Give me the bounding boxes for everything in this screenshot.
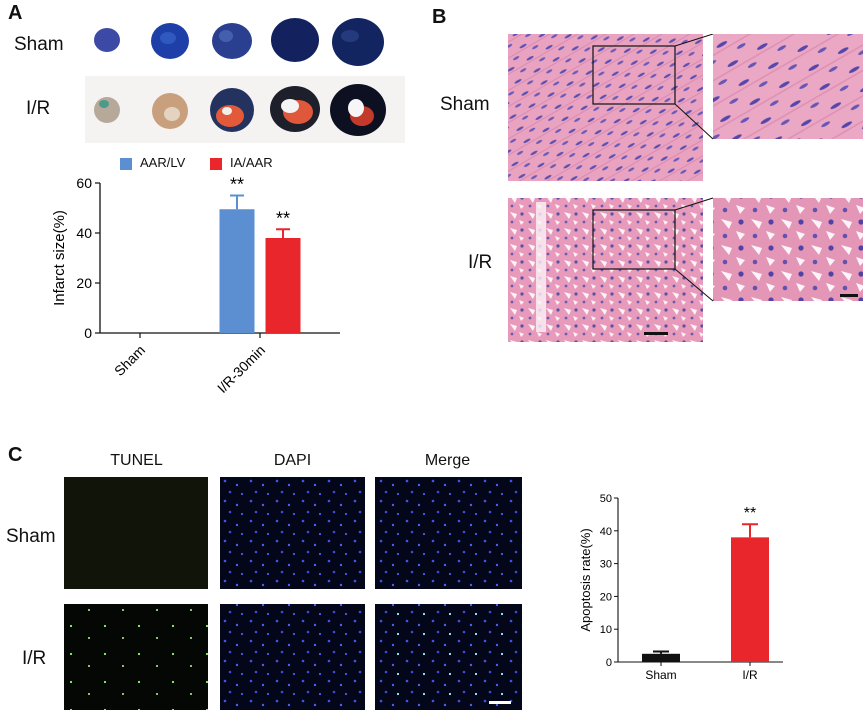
legend-label-ia-aar: IA/AAR — [230, 155, 273, 170]
he-staining-micrographs — [508, 34, 863, 342]
panel-c-row-label-ir: I/R — [22, 648, 47, 669]
bar-aar-lv — [219, 209, 255, 333]
column-label-dapi: DAPI — [273, 452, 312, 469]
tunel-dapi-fluorescence-images — [64, 477, 522, 710]
bar-sham — [642, 653, 680, 662]
x-tick-label: I/R-30min — [214, 342, 268, 396]
y-tick-label: 30 — [600, 559, 612, 571]
panel-b-row-label-ir: I/R — [468, 252, 493, 273]
significance-label: ** — [230, 175, 244, 195]
y-tick-label: 10 — [600, 624, 612, 636]
heart-slices-photo — [80, 8, 405, 143]
panel-b-row-label-sham: Sham — [440, 94, 490, 115]
column-label-merge: Merge — [424, 452, 471, 469]
panel-letter-b: B — [432, 6, 447, 28]
panel-letter-a: A — [8, 2, 23, 24]
panel-c-row-label-sham: Sham — [6, 526, 56, 547]
bar-i-r — [731, 537, 769, 662]
column-label-tunel: TUNEL — [110, 452, 163, 469]
panel-letter-c: C — [8, 444, 23, 466]
x-tick-label: Sham — [645, 668, 676, 682]
panel-a-row-label-sham: Sham — [14, 34, 64, 55]
y-tick-label: 50 — [600, 493, 612, 505]
legend-swatch-ia-aar — [210, 158, 222, 170]
y-tick-label: 0 — [606, 657, 612, 669]
panel-a-row-label-ir: I/R — [26, 98, 51, 119]
y-tick-label: 40 — [600, 526, 612, 538]
y-tick-label: 20 — [600, 591, 612, 603]
x-tick-label: Sham — [111, 342, 148, 379]
y-axis-title: Apoptosis rate(%) — [578, 528, 593, 631]
y-axis-title: Infarct size(%) — [51, 210, 68, 306]
y-tick-label: 0 — [84, 325, 92, 341]
legend-swatch-aar-lv — [120, 158, 132, 170]
significance-label: ** — [744, 505, 756, 522]
apoptosis-rate-chart: 0 10 20 30 40 50 Apoptosis rate(%) Sham I/R ** — [578, 493, 783, 682]
y-tick-label: 60 — [76, 175, 92, 191]
y-tick-label: 40 — [76, 225, 92, 241]
legend-label-aar-lv: AAR/LV — [140, 155, 186, 170]
infarct-size-chart: 0 20 40 60 Infarct size(%) Sham I/R-30min ** ** — [51, 175, 340, 396]
y-tick-label: 20 — [76, 275, 92, 291]
bar-ia-aar — [265, 238, 301, 333]
x-tick-label: I/R — [742, 668, 758, 682]
significance-label: ** — [276, 208, 290, 228]
